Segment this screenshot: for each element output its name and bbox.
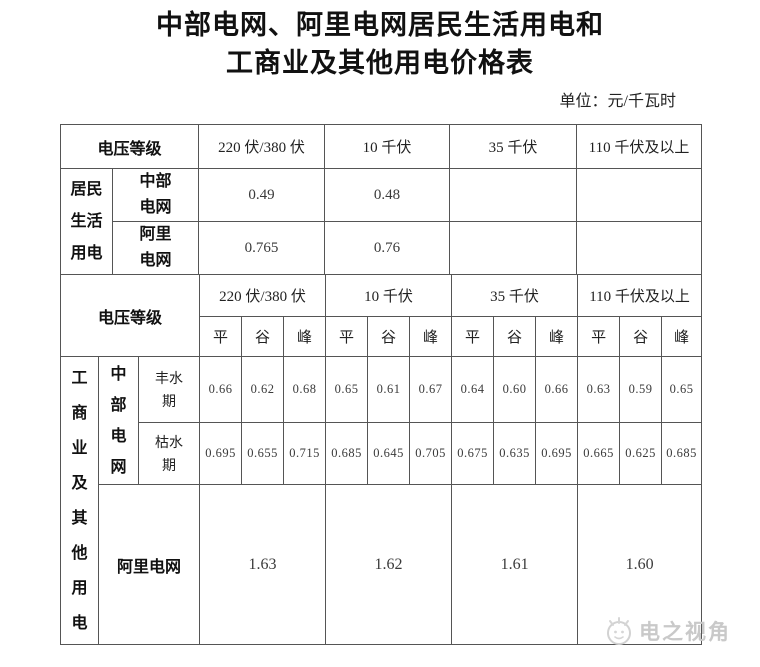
price-cell: 0.66 [199,356,242,423]
price-cell: 0.65 [325,356,369,423]
page-title: 中部电网、阿里电网居民生活用电和 工商业及其他用电价格表 [156,10,604,78]
price-cell: 0.59 [619,356,663,423]
voltage-level-header: 电压等级 [60,274,200,357]
price-cell: 0.655 [241,422,284,485]
group-header-35kv: 35 千伏 [451,274,579,317]
grid-label-central: 中部 电网 [111,168,200,222]
row-group-label-industrial: 工 商 业 及 其 他 用 电 [60,356,99,645]
grid-label-ali: 阿里 电网 [111,221,200,275]
residential-header-row: 电压等级 220 伏/380 伏 10 千伏 35 千伏 110 千伏及以上 [59,124,703,169]
commercial-group-header-row: 电压等级 220 伏/380 伏 10 千伏 35 千伏 110 千伏及以上 [60,274,703,357]
period-header-flat: 平 [577,316,621,357]
price-cell: 0.63 [577,356,621,423]
period-header-row: 平 谷 峰 平 谷 峰 平 谷 峰 平 谷 峰 [61,316,703,357]
price-cell: 0.685 [325,422,369,485]
price-cell: 0.67 [409,356,453,423]
column-header-10kv: 10 千伏 [324,124,451,169]
price-cell: 0.65 [661,356,703,423]
period-header-peak: 峰 [282,316,327,357]
price-cell: 0.76 [324,221,451,275]
table-row: 阿里 电网 0.765 0.76 [61,221,703,275]
period-header-flat: 平 [199,316,242,357]
table-row: 居民 生活 用电 中部 电网 0.49 0.48 [60,168,703,275]
price-cell: 1.63 [198,484,327,645]
period-header-peak: 峰 [661,316,703,357]
voltage-level-header: 电压等级 [59,124,200,169]
price-cell: 1.62 [325,484,453,645]
price-cell: 0.48 [324,168,451,222]
season-label-dry: 枯水 期 [138,422,200,485]
price-cell: 0.765 [198,221,326,275]
price-cell: 0.715 [282,422,327,485]
price-cell: 0.60 [493,356,537,423]
price-cell: 0.665 [577,422,621,485]
price-cell [449,221,578,275]
price-cell: 0.66 [535,356,579,423]
wet-season-row: 工 商 业 及 其 他 用 电 中 部 电 网 丰水 期 0.66 0.62 0… [60,356,703,645]
column-header-35kv: 35 千伏 [449,124,578,169]
period-header-valley: 谷 [493,316,537,357]
price-cell: 0.695 [535,422,579,485]
price-cell: 0.645 [367,422,411,485]
price-cell: 0.49 [198,168,326,222]
commercial-table: 电压等级 220 伏/380 伏 10 千伏 35 千伏 110 千伏及以上 平… [60,274,703,645]
grid-label-ali: 阿里电网 [98,484,200,645]
column-header-110kv: 110 千伏及以上 [576,124,703,169]
period-header-valley: 谷 [367,316,411,357]
period-header-flat: 平 [451,316,495,357]
price-cell: 0.61 [367,356,411,423]
row-group-label-residential: 居民 生活 用电 [60,168,113,275]
price-cell: 0.625 [619,422,663,485]
period-header-flat: 平 [325,316,369,357]
price-tables: 电压等级 220 伏/380 伏 10 千伏 35 千伏 110 千伏及以上 居… [59,124,703,645]
unit-label: 单位：元/千瓦时 [559,93,676,110]
price-cell [449,168,578,222]
residential-table: 电压等级 220 伏/380 伏 10 千伏 35 千伏 110 千伏及以上 居… [59,124,703,275]
watermark-mascot-icon [607,617,631,645]
period-header-valley: 谷 [619,316,663,357]
grid-label-central-vertical: 中 部 电 网 [98,356,139,485]
price-cell: 0.695 [199,422,242,485]
ali-grid-row: 阿里电网 1.63 1.62 1.61 1.60 [61,484,703,645]
group-header-10kv: 10 千伏 [325,274,453,317]
watermark-text: 电之视角 [639,621,731,644]
price-cell [576,221,703,275]
dry-season-row: 枯水 期 0.695 0.655 0.715 0.685 0.645 0.705… [61,422,703,485]
price-cell: 0.68 [282,356,327,423]
price-cell: 0.64 [451,356,495,423]
price-cell: 1.60 [577,484,703,645]
period-header-valley: 谷 [241,316,284,357]
group-header-220v: 220 伏/380 伏 [198,274,327,317]
price-cell: 0.675 [451,422,495,485]
season-label-wet: 丰水 期 [138,356,200,423]
watermark: 电之视角 [604,615,731,647]
period-header-peak: 峰 [409,316,453,357]
price-cell [576,168,703,222]
price-cell: 0.62 [241,356,284,423]
price-cell: 0.635 [493,422,537,485]
price-cell: 0.685 [661,422,703,485]
price-cell: 1.61 [451,484,579,645]
period-header-peak: 峰 [535,316,579,357]
group-header-110kv: 110 千伏及以上 [577,274,703,317]
column-header-220v: 220 伏/380 伏 [198,124,326,169]
price-cell: 0.705 [409,422,453,485]
